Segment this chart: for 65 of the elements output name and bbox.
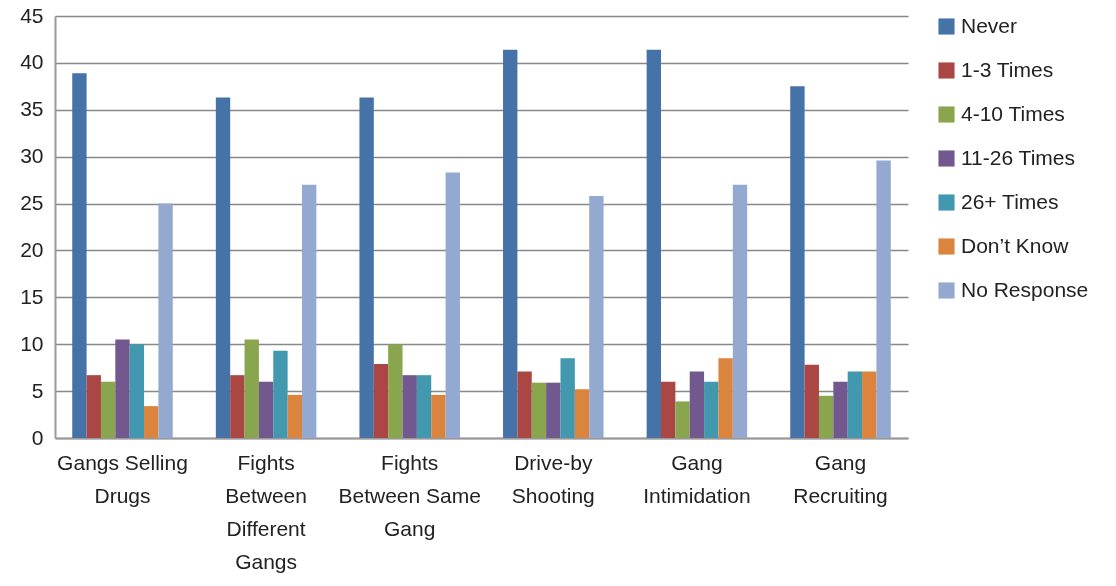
x-tick-label: Gang Recruiting [793,450,888,507]
bar [302,184,317,438]
bar [818,395,834,438]
x-tick-label: Gangs Selling Drugs [57,450,188,507]
bar [661,381,676,438]
y-tick-label: 5 [31,378,44,402]
bar [359,97,374,438]
bar [790,86,805,438]
legend-label: Never [961,13,1018,37]
bar [244,339,259,438]
legend-label: 4-10 Times [961,101,1065,125]
bar [129,344,145,438]
bar [646,49,661,438]
bar [560,358,575,438]
bar [86,375,101,438]
bar [287,394,302,438]
x-tick-label: Fights Between Same Gang [338,450,481,540]
bar [402,375,417,438]
y-tick-label: 30 [20,144,44,168]
bar [517,371,532,438]
legend-label: Don’t Know [961,233,1070,257]
bar [675,401,690,438]
bar [689,371,705,438]
bar [732,184,748,438]
bar [416,375,432,438]
bar [258,381,274,438]
bar [72,73,87,438]
y-tick-label: 40 [20,50,44,74]
legend-label: 1-3 Times [961,57,1054,81]
bar [503,49,518,438]
y-tick-label: 10 [20,331,44,355]
y-tick-label: 15 [20,284,44,308]
y-tick-label: 25 [20,191,44,215]
bar [531,382,547,438]
legend-label: 11-26 Times [961,145,1075,169]
bar [100,381,116,438]
y-tick-label: 45 [20,3,44,27]
bar [704,381,719,438]
x-tick-label: Fights Between Different Gangs [225,450,307,573]
bar [445,172,460,438]
x-tick-label: Gang Intimidation [643,450,751,507]
bar [589,196,604,438]
x-tick-label: Drive-by Shooting [511,450,595,507]
bar [862,371,877,438]
y-tick-label: 20 [20,237,44,261]
legend-label: 26+ Times [961,189,1059,213]
bar [115,339,130,438]
bar [215,97,231,438]
bar [804,364,819,438]
legend-label: No Response [961,277,1089,301]
bar [273,350,288,438]
bar [876,160,891,438]
bar [158,203,173,438]
bar [144,406,159,438]
bar [388,344,403,438]
bar [833,381,848,438]
bar [373,363,389,438]
bar [546,382,561,438]
y-tick-label: 35 [20,97,44,121]
y-tick-label: 0 [31,425,44,449]
bar [574,389,590,438]
bar [718,358,733,438]
bar [431,394,446,438]
bar [230,375,245,438]
bar [847,371,863,438]
